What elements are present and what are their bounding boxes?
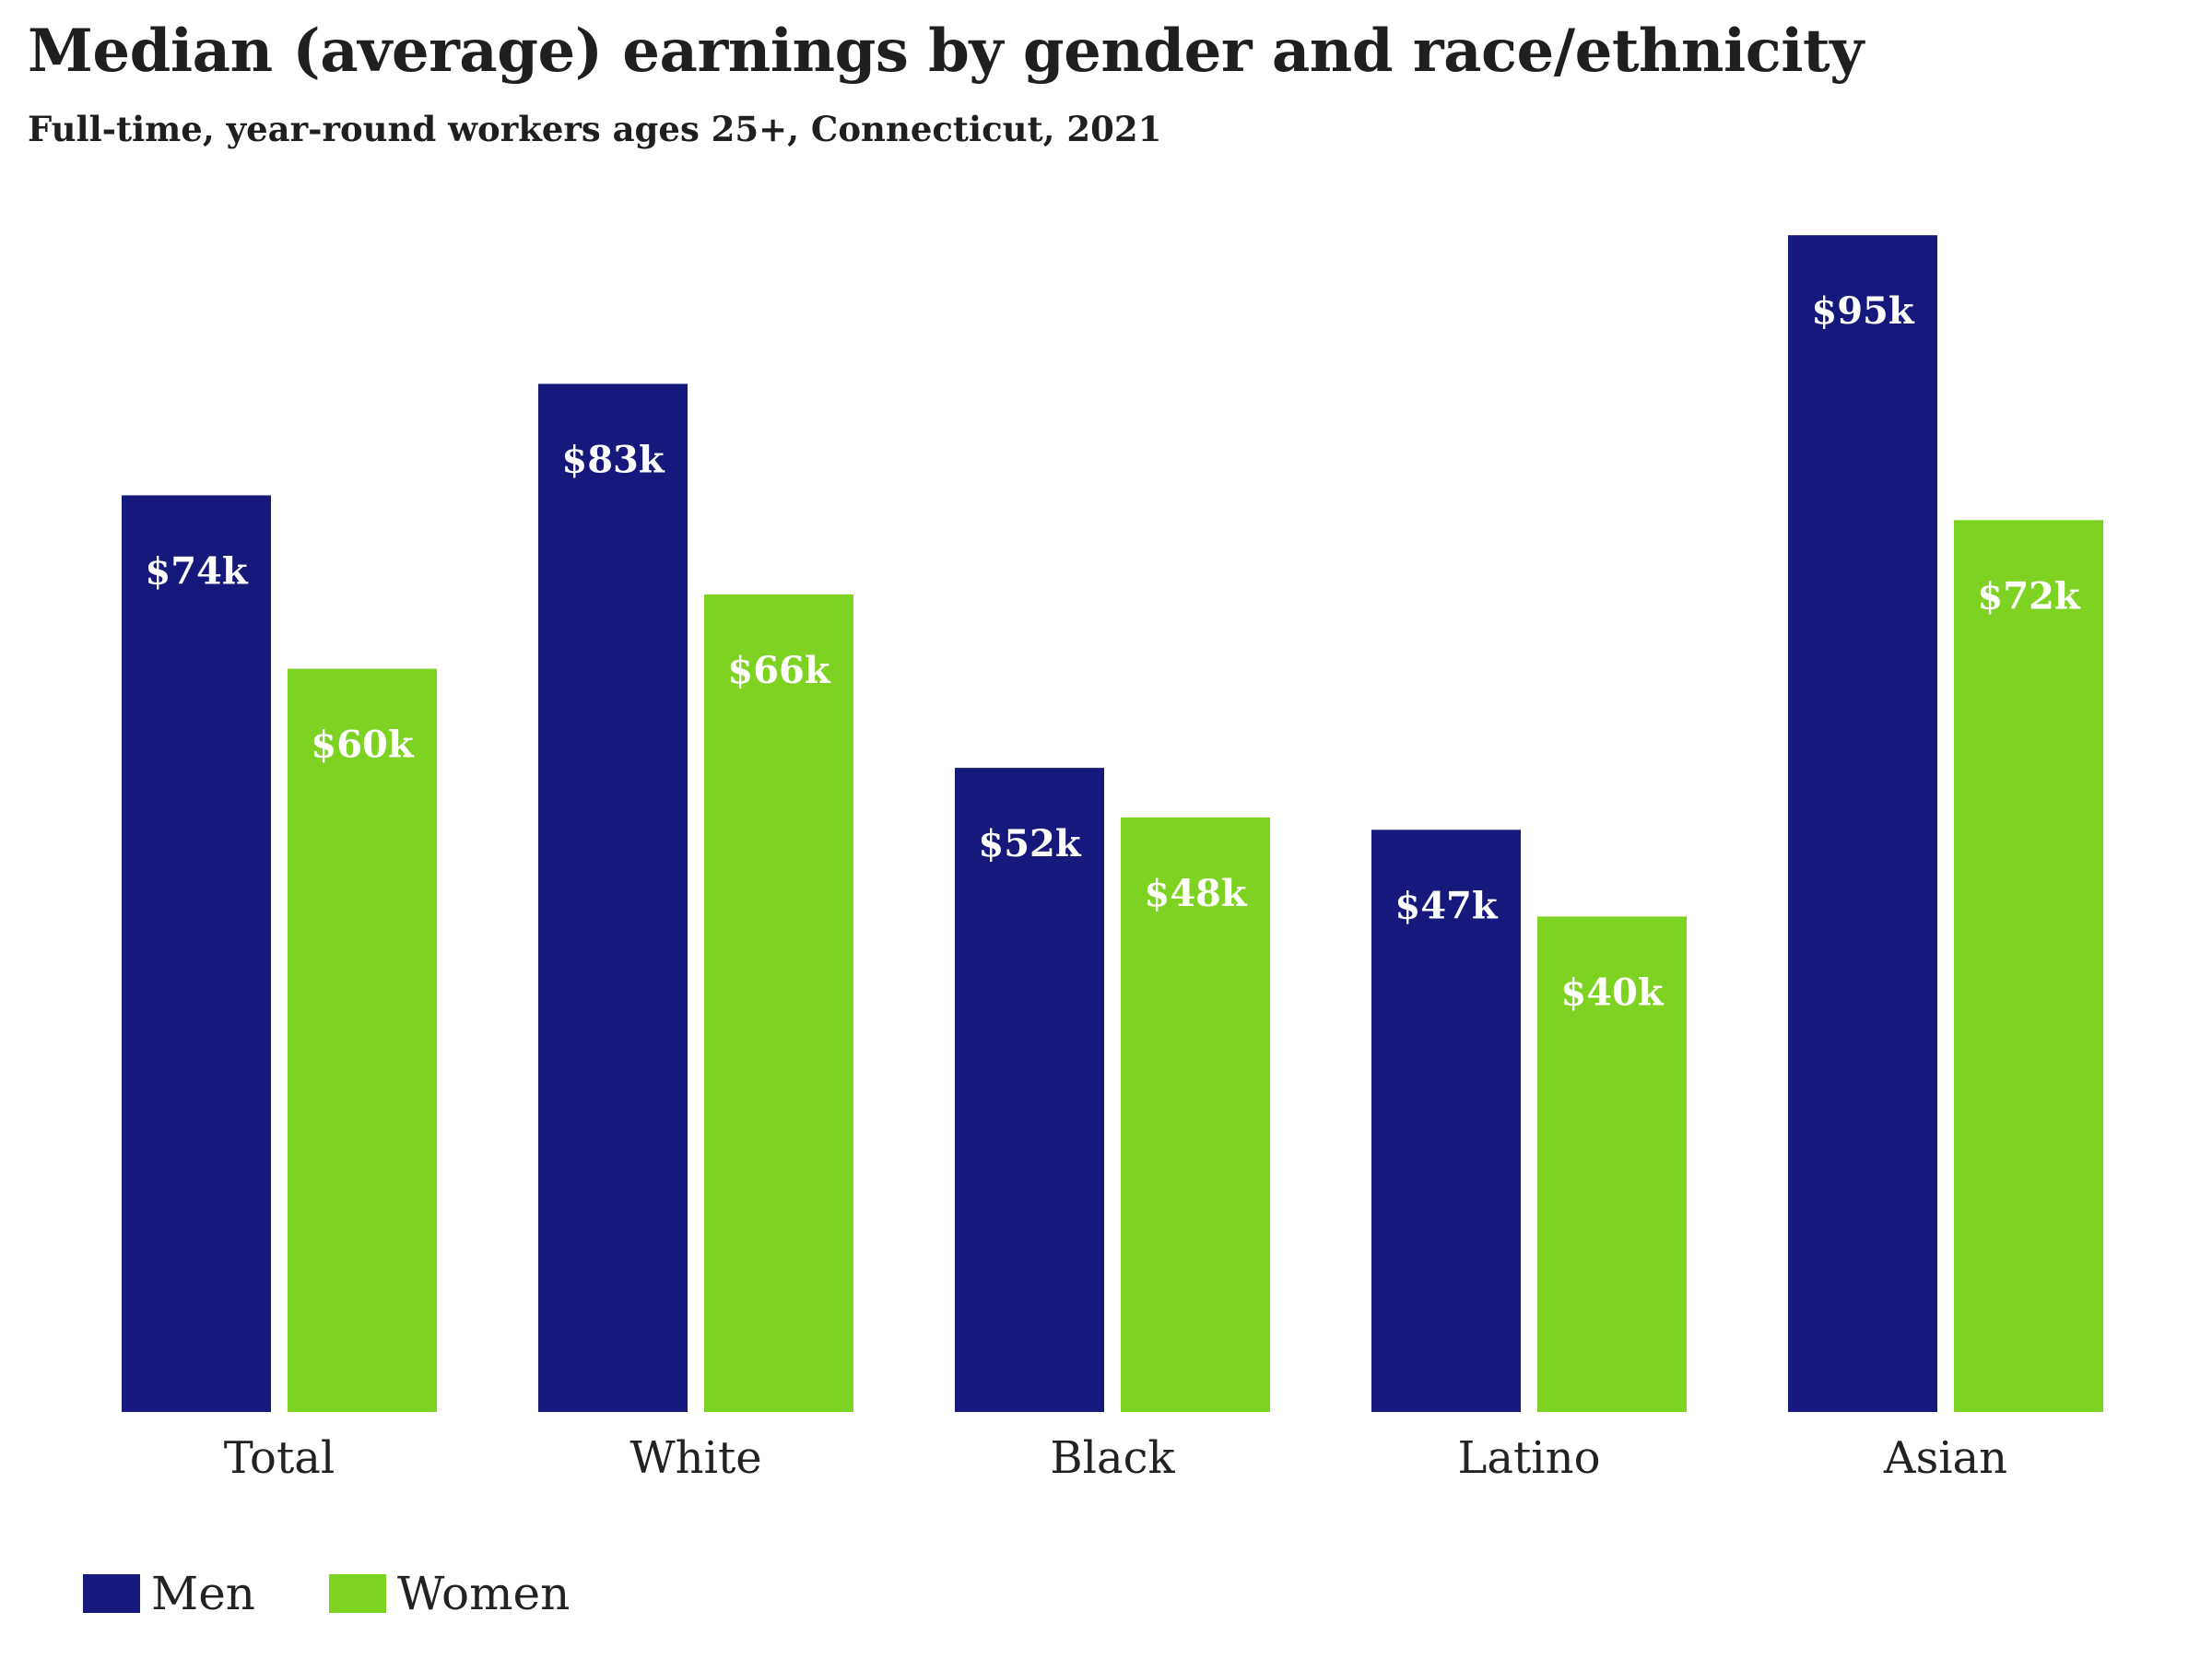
bar-men-black (955, 768, 1104, 1412)
bar-men-latino (1371, 830, 1521, 1412)
data-label-women-black: $48k (1144, 872, 1247, 915)
bar-men-white (538, 383, 688, 1413)
legend: Men Women (83, 1567, 643, 1620)
data-label-women-total: $60k (311, 724, 414, 767)
chart-title: Median (average) earnings by gender and … (28, 17, 1864, 86)
bar-women-black (1121, 817, 1270, 1412)
data-label-men-asian: $95k (1811, 289, 1914, 333)
bar-men-total (122, 495, 271, 1412)
bar-women-total (288, 668, 437, 1412)
legend-label-men: Men (151, 1567, 255, 1620)
data-label-women-asian: $72k (1977, 574, 2080, 618)
legend-swatch-women (329, 1574, 386, 1613)
bar-women-white (704, 594, 853, 1412)
bar-women-asian (1954, 520, 2103, 1412)
data-label-men-latino: $47k (1394, 884, 1498, 927)
bar-men-asian (1788, 235, 1937, 1413)
legend-label-women: Women (397, 1567, 571, 1620)
bar-women-latino (1537, 916, 1687, 1412)
x-tick-label-asian: Asian (1883, 1432, 2007, 1484)
data-label-men-total: $74k (145, 549, 248, 593)
x-tick-label-white: White (629, 1432, 761, 1484)
legend-swatch-men (83, 1574, 140, 1613)
chart-subtitle: Full-time, year-round workers ages 25+, … (28, 109, 1162, 149)
data-label-women-white: $66k (727, 649, 830, 692)
data-label-women-latino: $40k (1560, 971, 1664, 1014)
legend-item-men: Men (83, 1567, 255, 1620)
data-label-men-white: $83k (561, 438, 665, 481)
x-tick-label-black: Black (1050, 1432, 1175, 1484)
x-tick-label-latino: Latino (1458, 1432, 1601, 1484)
x-tick-label-total: Total (224, 1432, 335, 1484)
legend-item-women: Women (329, 1567, 570, 1620)
data-label-men-black: $52k (978, 822, 1081, 865)
